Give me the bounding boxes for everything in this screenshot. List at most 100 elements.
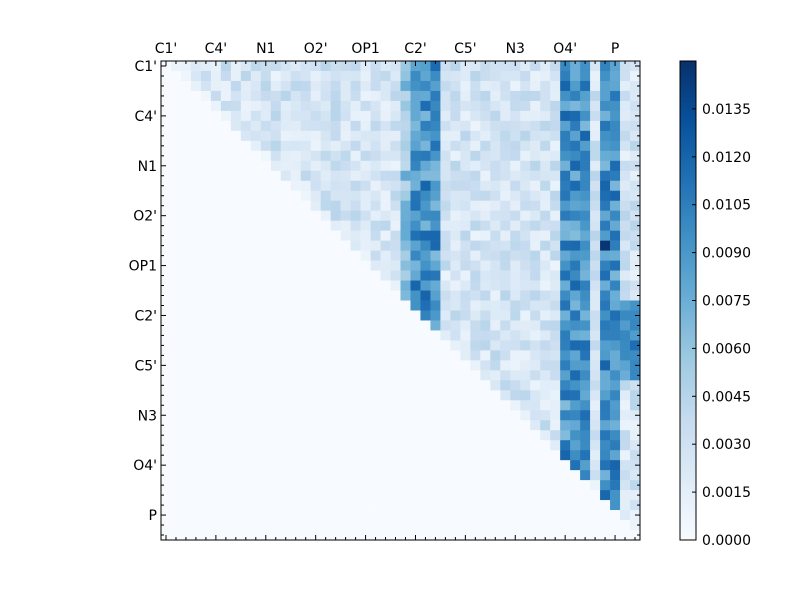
heatmap-cell [340,320,351,331]
heatmap-cell [340,310,351,321]
heatmap-cell [300,480,311,491]
heatmap-cell [280,480,292,491]
heatmap-cell [560,500,571,511]
heatmap-cell [420,210,431,221]
heatmap-cell [610,350,621,361]
heatmap-cell [350,460,361,471]
heatmap-cell [480,360,491,371]
heatmap-cell [300,190,311,202]
heatmap-cell [470,210,481,221]
heatmap-cell [170,410,182,421]
heatmap-cell [230,530,242,541]
heatmap-cell [260,510,272,521]
heatmap-cell [500,320,511,331]
heatmap-cell [430,130,441,142]
heatmap-cell [520,380,531,391]
heatmap-cell [610,270,621,281]
heatmap-cell [161,510,172,521]
heatmap-cell [470,520,481,531]
colorbar-tick-label: 0.0030 [702,437,751,453]
heatmap-cell [350,210,361,221]
heatmap-cell [270,160,282,172]
heatmap-cell [500,470,511,481]
heatmap-cell [161,450,172,461]
heatmap-cell [590,500,601,511]
heatmap-cell [390,61,401,72]
heatmap-cell [480,90,491,102]
heatmap-cell [490,190,501,202]
heatmap-cell [170,250,182,261]
heatmap-cell [240,410,252,421]
heatmap-cell [180,190,192,202]
heatmap-cell [161,400,172,411]
heatmap-cell [350,520,361,531]
heatmap-cell [230,250,242,261]
heatmap-cell [570,270,581,281]
heatmap-cell [190,460,202,471]
heatmap-cell [340,160,351,172]
heatmap-cell [370,110,381,122]
heatmap-cell [220,380,232,391]
heatmap-cell [250,170,262,182]
heatmap-cell [320,460,331,471]
heatmap-cell [500,400,511,411]
heatmap-cell [230,290,242,301]
heatmap-cell [490,170,501,182]
heatmap-cell [180,390,192,401]
heatmap-cell [440,140,451,152]
heatmap-cell [620,100,631,112]
heatmap-cell [220,210,232,221]
heatmap-cell [270,270,282,281]
heatmap-cell [300,310,311,321]
heatmap-cell [590,200,601,211]
heatmap-cell [390,320,401,331]
heatmap-cell [590,420,601,431]
heatmap-cell [390,110,401,122]
heatmap-cell [510,240,521,251]
heatmap-cell [500,350,511,361]
heatmap-cell [550,190,561,202]
heatmap-cell [161,470,172,481]
heatmap-cell [430,200,441,211]
heatmap-cell [500,210,511,221]
heatmap-cell [330,150,341,162]
heatmap-cell [610,320,621,331]
heatmap-cell [330,230,341,241]
heatmap-cell [330,160,341,172]
heatmap-cell [420,320,431,331]
heatmap-cell [161,230,172,241]
heatmap-cell [480,280,491,291]
heatmap-cell [540,210,551,221]
heatmap-cell [330,180,341,192]
heatmap-cell [390,260,401,271]
heatmap-cell [370,490,381,501]
heatmap-cell [440,280,451,291]
heatmap-cell [230,370,242,381]
heatmap-cell [190,400,202,411]
heatmap-cell [230,240,242,251]
heatmap-cell [420,450,431,461]
heatmap-cell [230,430,242,441]
heatmap-cell [230,500,242,511]
heatmap-cell [480,130,491,142]
heatmap-cell [600,290,611,301]
heatmap-cell [410,520,421,531]
heatmap-cell [440,230,451,241]
heatmap-cell [540,160,551,172]
heatmap-cell [250,390,262,401]
heatmap-cell [500,300,511,311]
heatmap-cell [330,340,341,351]
heatmap-cell [380,500,391,511]
heatmap-cell [400,140,411,152]
heatmap-cell [490,160,501,172]
heatmap-cell [250,80,262,92]
heatmap-cell [600,250,611,261]
heatmap-cell [260,190,272,202]
heatmap-cell [300,440,311,451]
heatmap-cell [230,400,242,411]
heatmap-cell [500,80,511,92]
heatmap-cell [220,70,232,82]
heatmap-cell [420,220,431,231]
heatmap-cell [360,210,371,221]
heatmap-cell [400,120,411,132]
